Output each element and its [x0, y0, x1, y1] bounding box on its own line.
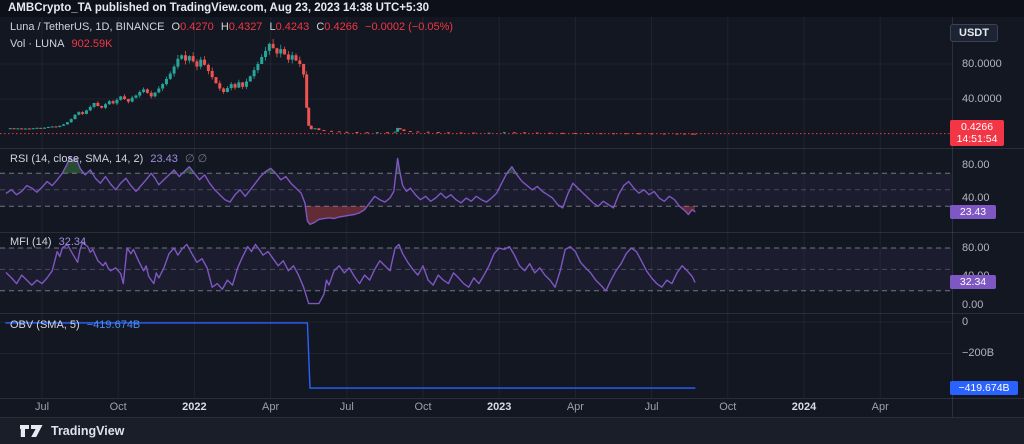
low-value: 0.4243	[275, 21, 310, 33]
time-tick-Oct: Oct	[719, 401, 737, 413]
rsi-value-badge: 23.43	[950, 205, 996, 219]
time-tick-Apr: Apr	[871, 401, 889, 413]
change-value: −0.0002 (−0.05%)	[365, 21, 454, 33]
time-axis[interactable]: Jul Oct 2022 Apr Jul Oct 2023 Apr Jul Oct 2024 Apr	[0, 398, 952, 417]
tradingview-logo-icon[interactable]	[20, 423, 43, 439]
mfi-legend[interactable]: MFI (14) 32.34	[10, 236, 90, 248]
close-label: C	[316, 21, 325, 33]
mfi-label[interactable]: MFI (14)	[10, 236, 52, 248]
obv-label[interactable]: OBV (SMA, 5)	[10, 319, 80, 331]
open-value: 0.4270	[180, 21, 214, 33]
time-tick-Oct: Oct	[414, 401, 432, 413]
mfi-value: 32.34	[58, 236, 87, 248]
time-tick-2024: 2024	[791, 401, 817, 413]
volume-legend[interactable]: Vol · LUNA 902.59K	[10, 38, 116, 50]
volume-value: 902.59K	[71, 38, 113, 50]
time-tick-Jul: Jul	[339, 401, 354, 413]
rsi-scale-tick-80: 80.00	[962, 159, 990, 171]
obv-value: −419.674B	[86, 319, 141, 331]
price-scale-tick-40: 40.0000	[962, 93, 1002, 105]
rsi-label[interactable]: RSI (14, close, SMA, 14, 2)	[10, 153, 144, 165]
time-tick-Jul: Jul	[644, 401, 659, 413]
high-label: H	[220, 21, 229, 33]
time-tick-Apr: Apr	[566, 401, 584, 413]
symbol-title[interactable]: Luna / TetherUS, 1D, BINANCE	[10, 21, 165, 33]
published-text: AMBCrypto_TA published on TradingView.co…	[8, 2, 430, 14]
high-value: 0.4327	[228, 21, 263, 33]
price-legend[interactable]: Luna / TetherUS, 1D, BINANCE O0.4270 H0.…	[10, 21, 457, 33]
currency-toggle-button[interactable]: USDT	[950, 24, 998, 42]
time-tick-2023: 2023	[486, 401, 512, 413]
rsi-scale-tick-40: 40.00	[962, 192, 990, 204]
rsi-null-values: ∅ ∅	[184, 153, 208, 165]
current-price-value: 0.4266	[960, 121, 994, 133]
mfi-scale-tick-80: 80.00	[962, 242, 990, 254]
footer-brand-text[interactable]: TradingView	[51, 424, 125, 438]
low-label: L	[269, 21, 276, 33]
mfi-scale-tick-0: 0.00	[962, 299, 984, 311]
rsi-legend[interactable]: RSI (14, close, SMA, 14, 2) 23.43 ∅ ∅	[10, 152, 211, 165]
obv-legend[interactable]: OBV (SMA, 5) −419.674B	[10, 319, 144, 331]
obv-scale-tick-0: 0	[962, 316, 969, 328]
publish-bar: AMBCrypto_TA published on TradingView.co…	[0, 0, 1024, 17]
countdown-timer: 14:51:54	[956, 133, 998, 145]
time-tick-Jul: Jul	[34, 401, 50, 413]
obv-value-badge: −419.674B	[950, 381, 1018, 395]
time-tick-2022: 2022	[182, 401, 207, 413]
time-tick-Oct: Oct	[109, 401, 127, 413]
rsi-value: 23.43	[150, 153, 178, 165]
current-price-badge: 0.4266 14:51:54	[950, 120, 1004, 146]
price-scale-tick-80: 80.0000	[962, 58, 1002, 70]
time-tick-Apr: Apr	[262, 401, 280, 413]
obv-scale-tick-200: −200B	[962, 347, 995, 359]
open-label: O	[171, 21, 181, 33]
footer-bar: TradingView	[0, 418, 1024, 444]
close-value: 0.4266	[324, 21, 358, 33]
volume-label: Vol · LUNA	[10, 38, 65, 50]
mfi-value-badge: 32.34	[950, 275, 996, 289]
